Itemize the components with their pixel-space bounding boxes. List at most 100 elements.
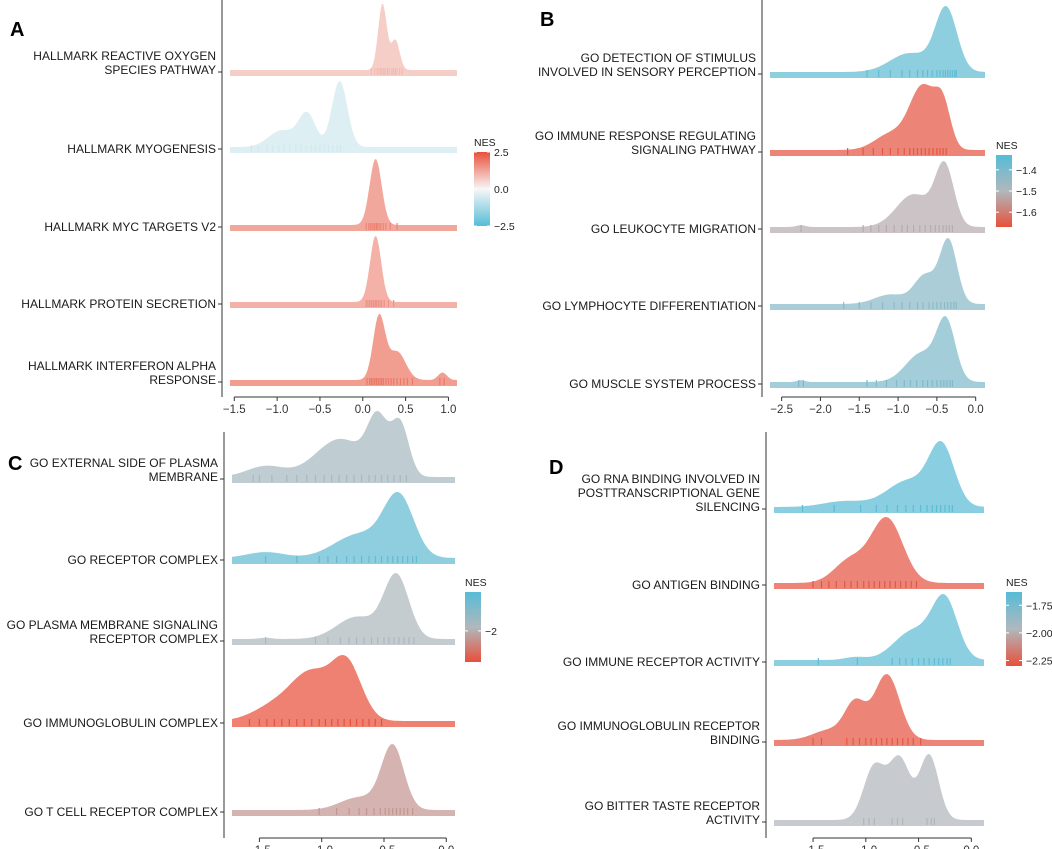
x-tick-label: −2.5	[770, 404, 793, 416]
category-label-line: GO BITTER TASTE RECEPTOR	[585, 799, 761, 813]
density-ridge	[230, 314, 457, 386]
ridge-series: GO BITTER TASTE RECEPTOR ACTIVITY	[585, 754, 984, 827]
category-label: GO ANTIGEN BINDING	[632, 578, 760, 592]
x-tick-label: −1.0	[887, 404, 910, 416]
category-label: GO EXTERNAL SIDE OF PLASMA MEMBRANE	[30, 456, 218, 484]
ridge-series: GO IMMUNOGLOBULIN COMPLEX	[23, 655, 455, 730]
category-label: GO LEUKOCYTE MIGRATION	[591, 222, 756, 236]
ridge-series: GO LEUKOCYTE MIGRATION	[591, 161, 985, 236]
category-label-line: HALLMARK MYC TARGETS V2	[44, 220, 216, 234]
category-label: HALLMARK MYOGENESIS	[67, 142, 216, 156]
category-label-line: RESPONSE	[149, 373, 216, 387]
density-ridge	[770, 161, 985, 233]
category-label: GO IMMUNOGLOBULIN RECEPTOR BINDING	[558, 719, 761, 747]
density-ridge	[774, 754, 984, 826]
legend-tick-label: −2.00	[1026, 628, 1052, 640]
x-tick-label: −1.5	[223, 404, 246, 416]
nes-legend: NES −1.75 −2.00 −2.25	[1006, 577, 1052, 667]
legend-title: NES	[1006, 577, 1028, 589]
x-tick-label: −1.0	[854, 845, 877, 849]
nes-legend: NES −1.4 −1.5 −1.6	[996, 140, 1037, 227]
category-label: GO IMMUNE RESPONSE REGULATING SIGNALING P…	[535, 129, 756, 157]
legend-tick-label: −2	[485, 626, 497, 638]
x-tick-label: −0.5	[926, 404, 949, 416]
category-label-line: POSTTRANSCRIPTIONAL GENE	[578, 486, 760, 500]
category-label-line: RECEPTOR COMPLEX	[90, 632, 218, 646]
x-tick-label: 1.0	[440, 404, 456, 416]
category-label: HALLMARK PROTEIN SECRETION	[21, 297, 216, 311]
ridge-series: GO IMMUNE RESPONSE REGULATING SIGNALING P…	[535, 84, 985, 157]
x-tick-label: −1.5	[848, 404, 871, 416]
density-ridge	[230, 4, 457, 76]
ridge-series: HALLMARK PROTEIN SECRETION	[21, 236, 457, 311]
legend-tick-label: −1.6	[1016, 207, 1037, 219]
density-ridge	[232, 411, 455, 483]
x-tick-label: −1.0	[266, 404, 289, 416]
legend-title: NES	[996, 140, 1018, 152]
ridge-series: GO T CELL RECEPTOR COMPLEX	[24, 744, 455, 819]
x-tick-label: 0.0	[438, 845, 454, 849]
panel-letter: A	[10, 19, 24, 41]
category-label-line: GO T CELL RECEPTOR COMPLEX	[24, 805, 218, 819]
ridge-series: GO IMMUNE RECEPTOR ACTIVITY	[563, 594, 984, 669]
density-ridge	[770, 316, 985, 388]
category-label-line: SILENCING	[695, 500, 760, 514]
panel-letter: D	[549, 457, 563, 479]
category-label-line: SIGNALING PATHWAY	[631, 143, 756, 157]
panel-B: B −2.5 −2.0 −1.5 −1.0 −0.5 0.0 GO DETECTION OF …	[535, 0, 1037, 416]
legend-colorbar	[465, 592, 481, 662]
density-ridge	[230, 236, 457, 308]
x-tick-label: 0.0	[963, 845, 979, 849]
category-label: HALLMARK MYC TARGETS V2	[44, 220, 216, 234]
category-label-line: GO IMMUNE RESPONSE REGULATING	[535, 129, 756, 143]
ridge-series: HALLMARK INTERFERON ALPHA RESPONSE	[28, 314, 457, 387]
category-label: GO T CELL RECEPTOR COMPLEX	[24, 805, 218, 819]
ridge-series: GO DETECTION OF STIMULUS INVOLVED IN SENS…	[538, 6, 985, 79]
category-label-line: HALLMARK PROTEIN SECRETION	[21, 297, 216, 311]
category-label-line: GO LYMPHOCYTE DIFFERENTIATION	[542, 299, 756, 313]
category-label-line: GO RECEPTOR COMPLEX	[68, 553, 218, 567]
category-label: GO LYMPHOCYTE DIFFERENTIATION	[542, 299, 756, 313]
category-label-line: INVOLVED IN SENSORY PERCEPTION	[538, 65, 756, 79]
category-label-line: HALLMARK MYOGENESIS	[67, 142, 216, 156]
ridge-series: GO RNA BINDING INVOLVED IN POSTTRANSCRIPT…	[578, 441, 984, 514]
category-label-line: GO ANTIGEN BINDING	[632, 578, 760, 592]
category-label: GO RECEPTOR COMPLEX	[68, 553, 218, 567]
ridge-series: GO MUSCLE SYSTEM PROCESS	[569, 316, 985, 391]
legend-colorbar	[1006, 592, 1022, 666]
x-tick-label: −0.5	[309, 404, 332, 416]
density-ridge	[774, 674, 984, 746]
category-label-line: GO IMMUNOGLOBULIN RECEPTOR	[558, 719, 761, 733]
legend-colorbar	[474, 152, 490, 226]
panel-D: D −1.5 −1.0 −0.5 0.0 GO RNA BINDING INVOLVED …	[549, 432, 1052, 849]
density-ridge	[774, 594, 984, 666]
density-ridge	[232, 573, 455, 645]
x-tick-label: 0.0	[355, 404, 371, 416]
density-ridge	[770, 6, 985, 78]
legend-title: NES	[474, 137, 496, 149]
panel-C: C −1.5 −1.0 −0.5 0.0 GO EXTERNAL SIDE OF PLAS…	[7, 411, 497, 849]
category-label-line: GO EXTERNAL SIDE OF PLASMA	[30, 456, 218, 470]
category-label-line: HALLMARK INTERFERON ALPHA	[28, 359, 216, 373]
legend-colorbar	[996, 155, 1012, 227]
category-label: GO PLASMA MEMBRANE SIGNALING RECEPTOR COM…	[7, 618, 218, 646]
density-ridge	[232, 655, 455, 727]
panel-letter: B	[540, 9, 554, 31]
nes-legend: NES −2	[465, 577, 497, 662]
ridge-series: GO ANTIGEN BINDING	[632, 517, 984, 592]
legend-tick-label: −1.75	[1026, 600, 1052, 612]
panel-letter: C	[8, 453, 22, 475]
category-label-line: GO LEUKOCYTE MIGRATION	[591, 222, 756, 236]
category-label-line: GO PLASMA MEMBRANE SIGNALING	[7, 618, 218, 632]
density-ridge	[770, 238, 985, 310]
x-tick-label: 0.5	[398, 404, 414, 416]
ridge-series: GO LYMPHOCYTE DIFFERENTIATION	[542, 238, 985, 313]
density-ridge	[230, 159, 457, 231]
legend-tick-label: 2.5	[494, 147, 509, 159]
ridge-series: GO IMMUNOGLOBULIN RECEPTOR BINDING	[558, 674, 984, 747]
category-label-line: MEMBRANE	[149, 470, 218, 484]
ridge-series: HALLMARK REACTIVE OXYGEN SPECIES PATHWAY	[33, 4, 457, 77]
ridge-series: GO RECEPTOR COMPLEX	[68, 492, 455, 567]
